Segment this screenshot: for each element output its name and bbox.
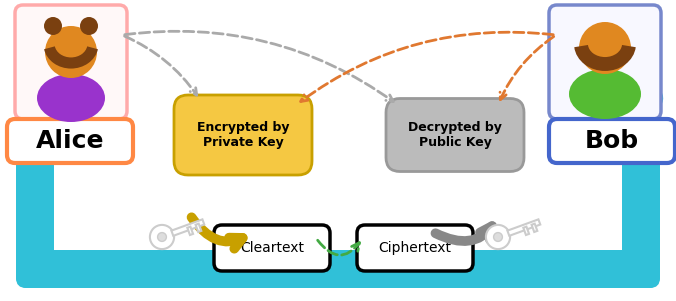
FancyBboxPatch shape: [16, 250, 660, 288]
FancyBboxPatch shape: [357, 225, 473, 271]
FancyBboxPatch shape: [7, 119, 133, 163]
Ellipse shape: [493, 233, 502, 241]
Ellipse shape: [569, 69, 641, 119]
FancyArrowPatch shape: [318, 240, 360, 255]
FancyBboxPatch shape: [549, 5, 661, 119]
FancyArrowPatch shape: [500, 36, 554, 100]
FancyArrow shape: [195, 224, 201, 232]
Ellipse shape: [80, 17, 98, 35]
Text: Alice: Alice: [36, 129, 104, 153]
FancyArrow shape: [523, 227, 529, 235]
FancyBboxPatch shape: [15, 5, 127, 119]
FancyArrow shape: [172, 219, 204, 236]
Text: Cleartext: Cleartext: [240, 241, 304, 255]
Ellipse shape: [486, 225, 510, 249]
FancyArrow shape: [508, 219, 540, 236]
FancyArrowPatch shape: [125, 31, 393, 101]
FancyArrowPatch shape: [301, 32, 553, 101]
FancyArrowPatch shape: [124, 36, 197, 95]
Ellipse shape: [150, 225, 174, 249]
FancyArrow shape: [187, 227, 193, 235]
FancyArrow shape: [531, 224, 537, 232]
FancyArrowPatch shape: [191, 217, 243, 249]
Text: Ciphertext: Ciphertext: [379, 241, 452, 255]
FancyBboxPatch shape: [16, 50, 54, 288]
FancyBboxPatch shape: [622, 50, 660, 288]
Ellipse shape: [579, 22, 631, 74]
Ellipse shape: [37, 74, 105, 122]
Ellipse shape: [158, 233, 166, 241]
FancyBboxPatch shape: [386, 98, 524, 172]
Ellipse shape: [44, 17, 62, 35]
Text: Encrypted by
Private Key: Encrypted by Private Key: [197, 121, 289, 149]
Ellipse shape: [45, 26, 97, 78]
FancyBboxPatch shape: [174, 95, 312, 175]
FancyBboxPatch shape: [214, 225, 330, 271]
Text: Decrypted by
Public Key: Decrypted by Public Key: [408, 121, 502, 149]
Text: Bob: Bob: [585, 129, 639, 153]
FancyBboxPatch shape: [549, 119, 675, 163]
FancyArrowPatch shape: [435, 226, 492, 241]
